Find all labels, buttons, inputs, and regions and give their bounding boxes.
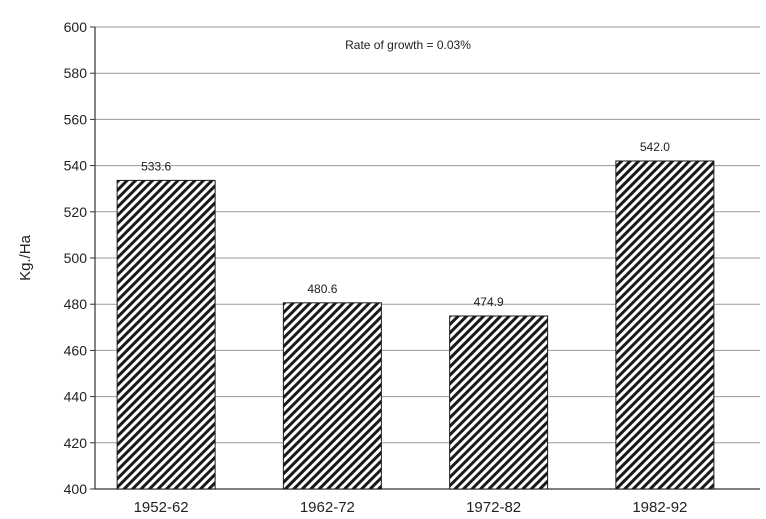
bar-value-label: 542.0 <box>640 140 670 154</box>
y-tick-label: 600 <box>64 19 88 35</box>
bars <box>116 160 715 490</box>
y-tick-label: 480 <box>64 296 88 312</box>
bar-value-label: 533.6 <box>141 159 171 173</box>
x-category-label: 1982-92 <box>632 499 687 516</box>
x-category-label: 1962-72 <box>300 499 355 516</box>
bar <box>449 315 549 490</box>
bar <box>282 302 382 490</box>
y-axis-title: Kg./Ha <box>17 234 34 281</box>
y-tick-label: 400 <box>64 481 88 497</box>
labels: 400 420 440 460 480 500 520 540 560 580 600 533.6 19… <box>64 19 688 516</box>
y-tick-label: 560 <box>64 111 88 127</box>
growth-rate-annotation: Rate of growth = 0.03% <box>345 38 471 52</box>
bar-value-label: 480.6 <box>307 282 337 296</box>
x-category-label: 1952-62 <box>134 499 189 516</box>
bar <box>116 179 216 490</box>
y-tick-label: 520 <box>64 204 88 220</box>
bar-value-label: 474.9 <box>474 295 504 309</box>
y-tick-label: 420 <box>64 435 88 451</box>
bar <box>615 160 715 490</box>
x-category-label: 1972-82 <box>466 499 521 516</box>
y-tick-label: 460 <box>64 342 88 358</box>
y-tick-label: 540 <box>64 158 88 174</box>
y-tick-label: 580 <box>64 65 88 81</box>
y-tick-label: 440 <box>64 389 88 405</box>
y-tick-label: 500 <box>64 250 88 266</box>
